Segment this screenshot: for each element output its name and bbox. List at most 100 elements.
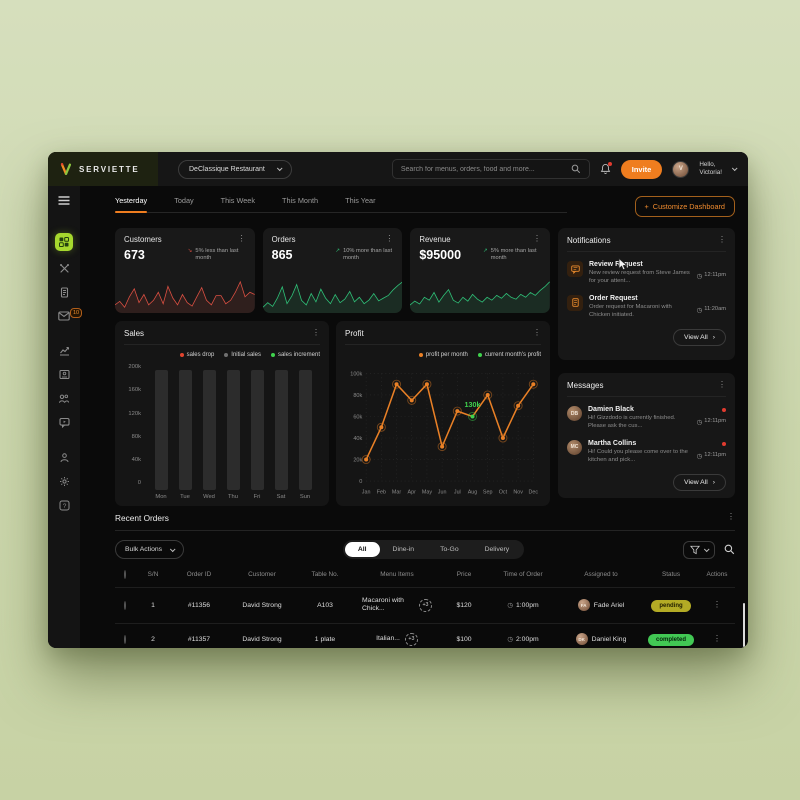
kebab-menu-icon[interactable]: ⋮ xyxy=(533,234,541,243)
legend-dot xyxy=(270,353,275,357)
messages-view-all-button[interactable]: View All › xyxy=(673,473,726,491)
kebab-menu-icon[interactable]: ⋮ xyxy=(385,234,394,243)
svg-text:Feb: Feb xyxy=(377,490,386,496)
search-input[interactable] xyxy=(400,165,565,173)
user-avatar[interactable]: V xyxy=(672,160,690,178)
table-search-icon[interactable] xyxy=(724,544,735,555)
tab-today[interactable]: Today xyxy=(174,196,194,205)
col-time-of-order: Time of Order xyxy=(503,571,543,578)
cell-order-id: #11357 xyxy=(187,635,211,643)
svg-text:60k: 60k xyxy=(353,414,362,420)
col-actions: Actions xyxy=(706,571,728,578)
chevron-down-icon xyxy=(703,545,710,552)
svg-text:20k: 20k xyxy=(353,457,362,463)
sidebar-item-feedback[interactable] xyxy=(58,417,70,428)
segment-to-go[interactable]: To-Go xyxy=(440,546,459,553)
kebab-menu-icon[interactable]: ⋮ xyxy=(312,328,320,337)
segment-dine-in[interactable]: Dine-in xyxy=(392,546,415,553)
bulk-actions-dropdown[interactable]: Bulk Actions xyxy=(115,540,185,559)
profile-chevron-down-icon[interactable] xyxy=(731,165,738,172)
mail-icon xyxy=(58,311,70,321)
kpi-delta-text: 5% less than last month xyxy=(195,248,239,262)
trend-up-icon: ↗ xyxy=(483,248,488,254)
sidebar-item-analytics[interactable] xyxy=(59,345,70,356)
col-customer: Customer xyxy=(248,571,276,578)
kebab-menu-icon[interactable]: ⋮ xyxy=(727,512,735,521)
notification-item[interactable]: Order Request Order request for Macaroni… xyxy=(567,294,726,320)
revenue-sparkline xyxy=(410,277,550,313)
tab-this-week[interactable]: This Week xyxy=(220,196,256,205)
message-preview: Hi! Gizzdodo is currently finished. Plea… xyxy=(588,415,676,429)
assignee-name: Daniel King xyxy=(591,635,627,643)
table-row[interactable]: 2 #11357 David Strong 1 plate Italian...… xyxy=(115,622,735,648)
inbox-count-badge: 10 xyxy=(70,308,83,319)
tab-yesterday[interactable]: Yesterday xyxy=(115,196,148,213)
sidebar-item-staff[interactable] xyxy=(58,393,70,404)
notification-item[interactable]: Review Request New review request from S… xyxy=(567,261,726,286)
cell-assigned-to: FA Fade Ariel xyxy=(559,599,643,612)
message-avatar: MC xyxy=(567,439,582,455)
segment-all[interactable]: All xyxy=(344,542,380,557)
customize-dashboard-button[interactable]: + Customize Dashboard xyxy=(634,196,735,217)
cell-time: ◷ 1:00pm xyxy=(487,601,559,610)
clock-icon: ◷ xyxy=(507,602,513,610)
message-avatar: DB xyxy=(567,406,582,421)
notifications-title: Notifications xyxy=(567,236,611,245)
legend-label: Initial sales xyxy=(231,352,261,358)
row-checkbox[interactable] xyxy=(124,634,126,644)
kpi-title: Orders xyxy=(271,235,296,244)
sidebar-item-menu-utensils[interactable] xyxy=(59,263,70,274)
main-content: Yesterday Today This Week This Month Thi… xyxy=(80,186,748,648)
kebab-menu-icon[interactable]: ⋮ xyxy=(718,235,726,244)
row-checkbox[interactable] xyxy=(124,600,126,610)
svg-text:Sep: Sep xyxy=(483,490,493,496)
sidebar-item-settings[interactable] xyxy=(59,476,70,487)
table-header-row: S/N Order ID Customer Table No. Menu Ite… xyxy=(115,570,735,587)
legend-dot xyxy=(418,353,423,357)
message-item[interactable]: DB Damien Black Hi! Gizzdodo is currentl… xyxy=(567,406,726,431)
tab-this-year[interactable]: This Year xyxy=(345,196,376,205)
sidebar-item-inbox[interactable]: 10 xyxy=(58,308,83,321)
clock-icon: ◷ xyxy=(696,273,703,280)
svg-text:40k: 40k xyxy=(353,436,362,442)
more-items-badge[interactable]: +3 xyxy=(404,632,418,646)
row-actions-kebab-icon[interactable]: ⋮ xyxy=(713,600,721,610)
sales-bar: Mon xyxy=(149,364,173,500)
message-sender: Martha Collins xyxy=(588,439,637,447)
user-greeting: Hello, Victoria! xyxy=(699,161,722,177)
notifications-view-all-button[interactable]: View All › xyxy=(673,328,726,346)
invite-button[interactable]: Invite xyxy=(620,159,663,179)
sales-chart-title: Sales xyxy=(124,329,145,338)
kpi-delta-text: 10% more than last month xyxy=(343,248,393,262)
sidebar-item-profile[interactable] xyxy=(59,452,70,463)
filter-dropdown[interactable] xyxy=(683,540,715,559)
legend-label: sales increment xyxy=(277,352,320,358)
svg-text:Jun: Jun xyxy=(438,490,447,496)
dashboard-window: SERVIETTE DeClassique Restaurant xyxy=(48,152,748,648)
table-row[interactable]: 1 #11356 David Strong A103 Macaroni with… xyxy=(115,587,735,623)
tab-this-month[interactable]: This Month xyxy=(282,196,319,205)
sidebar-item-orders[interactable] xyxy=(59,287,70,298)
greeting-line1: Hello, xyxy=(699,160,716,168)
sidebar-item-dashboard[interactable] xyxy=(55,233,73,251)
profit-chart-title: Profit xyxy=(345,329,364,338)
sidebar-item-help[interactable]: ? xyxy=(59,500,70,511)
more-items-badge[interactable]: +3 xyxy=(419,598,432,612)
message-item[interactable]: MC Martha Collins Hi! Could you please c… xyxy=(567,439,726,465)
cell-assigned-to: DK Daniel King xyxy=(559,633,643,646)
sidebar-item-reports[interactable] xyxy=(58,369,70,380)
notifications-bell-button[interactable] xyxy=(600,162,612,175)
row-actions-kebab-icon[interactable]: ⋮ xyxy=(713,634,721,644)
restaurant-selector[interactable]: DeClassique Restaurant xyxy=(178,159,292,179)
kebab-menu-icon[interactable]: ⋮ xyxy=(237,234,246,243)
col-sn: S/N xyxy=(147,571,159,578)
profit-legend: profit per month current month's profit xyxy=(345,352,541,358)
search-bar[interactable] xyxy=(391,159,590,179)
kpi-title: Customers xyxy=(124,235,162,244)
hamburger-menu-icon[interactable] xyxy=(58,196,70,205)
select-all-checkbox[interactable] xyxy=(124,570,126,579)
kebab-menu-icon[interactable]: ⋮ xyxy=(533,328,541,337)
table-scrollbar[interactable] xyxy=(743,603,745,647)
segment-delivery[interactable]: Delivery xyxy=(484,546,510,553)
kebab-menu-icon[interactable]: ⋮ xyxy=(718,380,726,389)
